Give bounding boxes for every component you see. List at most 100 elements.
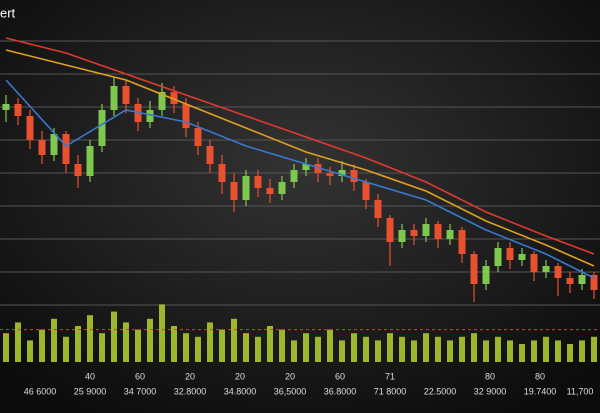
- volume-bar: [123, 322, 129, 362]
- volume-bar: [27, 340, 33, 362]
- volume-bar: [267, 326, 273, 362]
- x-tick-label: 20: [185, 371, 195, 381]
- candle-body: [326, 173, 334, 176]
- candle-body: [242, 176, 250, 200]
- x-tick-sublabel: 71 8000: [374, 386, 407, 396]
- volume-bar: [171, 326, 177, 362]
- x-tick-sublabel: 46 6000: [24, 386, 57, 396]
- candle-body: [554, 266, 562, 278]
- volume-bar: [15, 322, 21, 362]
- candle-body: [26, 116, 34, 140]
- volume-bar: [219, 329, 225, 362]
- candle-body: [494, 248, 502, 266]
- volume-bar: [207, 322, 213, 362]
- candle-body: [254, 176, 262, 188]
- candle-body: [410, 230, 418, 236]
- volume-bar: [63, 336, 69, 362]
- candle-body: [170, 92, 178, 104]
- x-tick-sublabel: 19.7400: [524, 386, 557, 396]
- candle-body: [14, 104, 22, 116]
- x-tick-sublabel: 32 9000: [474, 386, 507, 396]
- candle-body: [146, 110, 154, 122]
- candle-body: [302, 164, 310, 170]
- candle-body: [278, 182, 286, 194]
- candle-body: [374, 200, 382, 218]
- x-tick-label: 20: [285, 371, 295, 381]
- volume-bar: [3, 333, 9, 362]
- x-tick-sublabel: 22.5000: [424, 386, 457, 396]
- candle-body: [62, 134, 70, 164]
- volume-bar: [291, 340, 297, 362]
- volume-bar: [387, 333, 393, 362]
- candle-body: [230, 182, 238, 200]
- candle-body: [266, 188, 274, 194]
- candle-body: [218, 164, 226, 182]
- x-tick-sublabel: 36,5000: [274, 386, 307, 396]
- volume-bar: [375, 340, 381, 362]
- x-tick-sublabel: 32.8000: [174, 386, 207, 396]
- volume-bar: [447, 340, 453, 362]
- candle-body: [470, 254, 478, 284]
- candle-body: [98, 110, 106, 146]
- candle-body: [458, 230, 466, 254]
- volume-bar: [51, 318, 57, 362]
- candle-body: [446, 230, 454, 239]
- volume-bar: [591, 336, 597, 362]
- candle-body: [482, 266, 490, 284]
- candle-body: [506, 248, 514, 260]
- moving-average-line: [5, 37, 595, 255]
- x-tick-sublabel: 34.8000: [224, 386, 257, 396]
- candle-body: [422, 224, 430, 236]
- volume-bar: [495, 336, 501, 362]
- candle-body: [110, 86, 118, 110]
- candle-body: [158, 92, 166, 110]
- candle-body: [518, 254, 526, 260]
- x-tick-sublabel: 11,700: [567, 386, 594, 396]
- volume-bar: [507, 340, 513, 362]
- volume-bar: [579, 340, 585, 362]
- candle-body: [290, 170, 298, 182]
- x-tick-sublabel: 25 9000: [74, 386, 107, 396]
- volume-bar: [99, 333, 105, 362]
- chart-title: ert: [0, 5, 16, 20]
- volume-bar: [339, 340, 345, 362]
- volume-bar: [195, 336, 201, 362]
- candle-body: [590, 275, 598, 290]
- candle-body: [542, 266, 550, 272]
- x-tick-label: 60: [135, 371, 145, 381]
- volume-bar: [567, 344, 573, 362]
- x-tick-label: 71: [385, 371, 395, 381]
- volume-bar: [363, 336, 369, 362]
- candle-body: [314, 164, 322, 173]
- volume-bar: [279, 329, 285, 362]
- x-tick-label: 60: [335, 371, 345, 381]
- candle-body: [182, 104, 190, 128]
- candle-body: [122, 86, 130, 104]
- candle-body: [206, 146, 214, 164]
- volume-bar: [147, 318, 153, 362]
- volume-bar: [555, 340, 561, 362]
- volume-bar: [483, 340, 489, 362]
- candle-body: [338, 170, 346, 176]
- candle-body: [74, 164, 82, 176]
- x-tick-sublabel: 36.8000: [324, 386, 357, 396]
- volume-bar: [183, 333, 189, 362]
- candle-body: [398, 230, 406, 242]
- candle-body: [362, 182, 370, 200]
- volume-bar: [243, 333, 249, 362]
- candle-body: [578, 275, 586, 284]
- volume-bar: [159, 304, 165, 362]
- volume-bar: [75, 326, 81, 362]
- candle-body: [2, 104, 10, 110]
- volume-bar: [111, 311, 117, 362]
- candle-body: [530, 254, 538, 272]
- candle-body: [566, 278, 574, 284]
- candle-body: [194, 128, 202, 146]
- volume-bar: [471, 333, 477, 362]
- volume-bar: [399, 336, 405, 362]
- candle-body: [386, 218, 394, 242]
- moving-average-line: [5, 79, 595, 279]
- volume-bar: [135, 329, 141, 362]
